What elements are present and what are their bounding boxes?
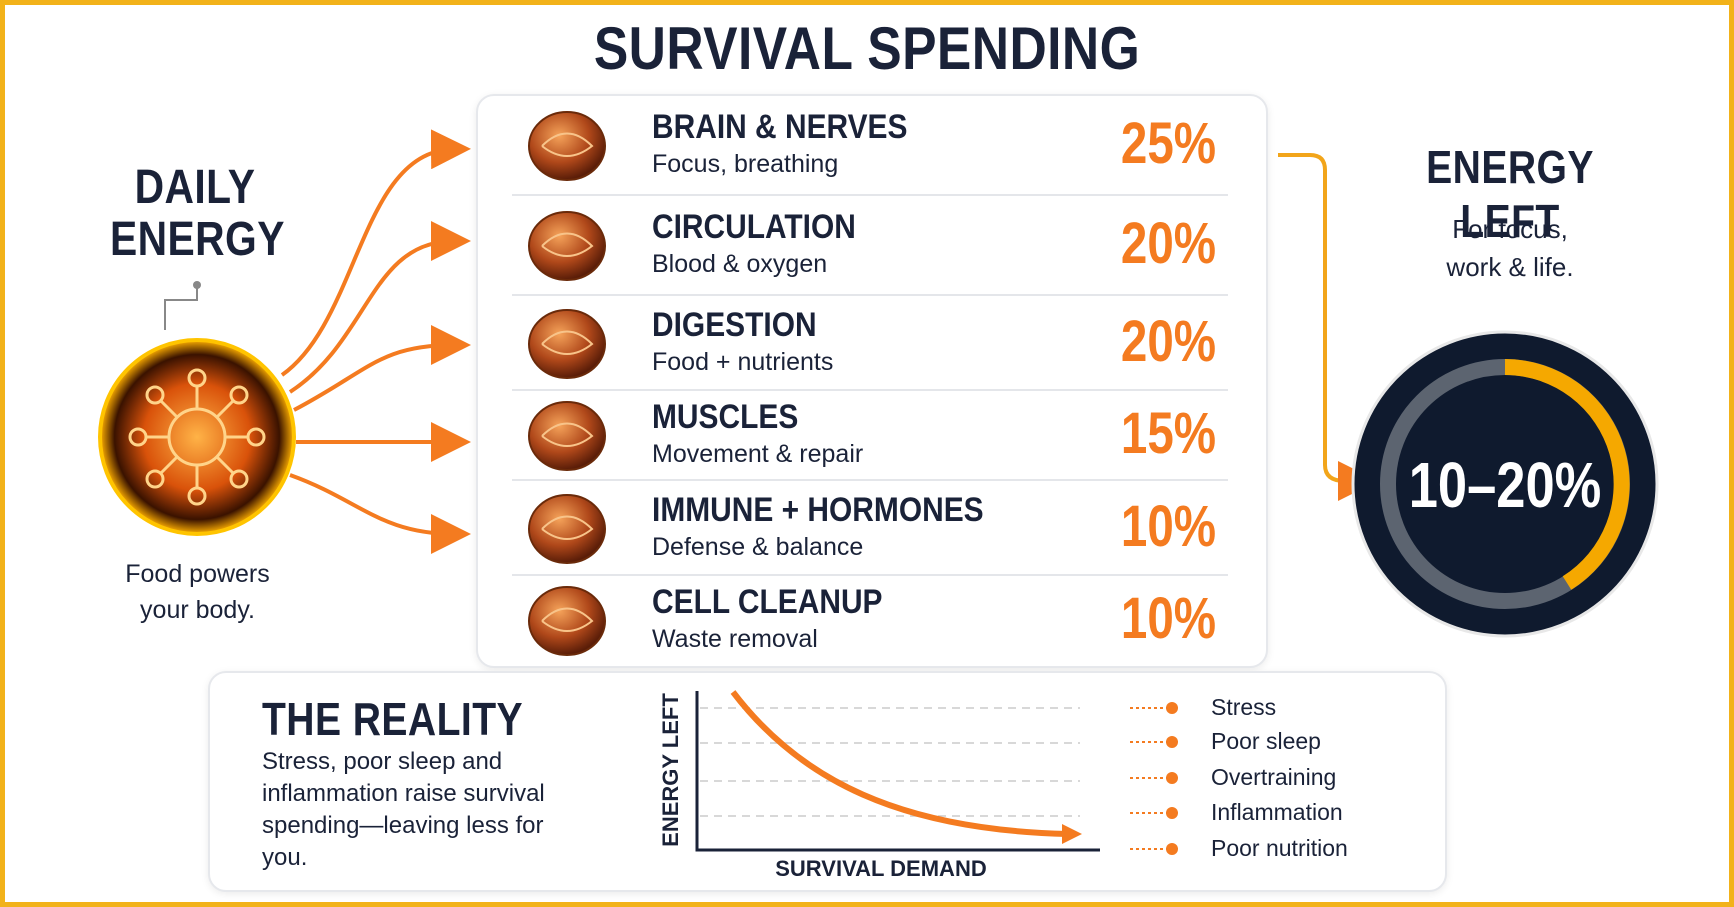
item-icon xyxy=(528,493,606,564)
item-share: 25% xyxy=(1120,111,1216,176)
item-row: IMMUNE + HORMONES Defense & balance 10% xyxy=(512,481,1228,576)
item-share: 15% xyxy=(1120,401,1216,466)
factor-label: Inflammation xyxy=(1211,799,1343,825)
item-row: MUSCLES Movement & repair 15% xyxy=(512,391,1228,481)
reality-text: Stress, poor sleep and inflammation rais… xyxy=(262,748,545,871)
item-name: MUSCLES xyxy=(652,398,799,436)
output-caption: For focus, work & life. xyxy=(1446,214,1574,282)
chart-x-label: SURVIVAL DEMAND xyxy=(775,856,986,881)
item-icon xyxy=(528,308,606,379)
factor-label: Poor nutrition xyxy=(1211,835,1348,861)
item-name: CIRCULATION xyxy=(652,208,856,246)
item-name: IMMUNE + HORMONES xyxy=(652,490,984,529)
item-name: CELL CLEANUP xyxy=(652,583,883,621)
page-title: SURVIVAL SPENDING xyxy=(593,15,1141,82)
item-description: Blood & oxygen xyxy=(652,250,828,278)
item-name: BRAIN & NERVES xyxy=(652,108,908,146)
item-row: DIGESTION Food + nutrients 20% xyxy=(512,296,1228,391)
output-value: 10–20% xyxy=(1408,449,1602,521)
reality-title: THE REALITY xyxy=(262,693,524,745)
item-icon xyxy=(528,586,606,656)
factor-label: Overtraining xyxy=(1211,764,1337,790)
item-share: 20% xyxy=(1120,211,1216,276)
item-icon xyxy=(528,111,606,181)
item-description: Movement & repair xyxy=(652,440,864,468)
item-share: 10% xyxy=(1120,586,1216,651)
input-title: DAILY ENERGY xyxy=(110,161,285,266)
input-title-line: DAILY xyxy=(134,161,256,214)
item-name: DIGESTION xyxy=(652,305,817,344)
item-row: CELL CLEANUP Waste removal 10% xyxy=(512,576,1228,664)
factor-label: Poor sleep xyxy=(1211,728,1321,754)
item-row: CIRCULATION Blood & oxygen 20% xyxy=(512,196,1228,296)
item-description: Defense & balance xyxy=(652,532,864,561)
chart-y-label: ENERGY LEFT xyxy=(658,693,683,847)
input-caption: Food powers your body. xyxy=(125,560,270,624)
item-icon xyxy=(528,211,606,281)
output-title: ENERGY LEFT xyxy=(1426,141,1594,247)
item-description: Focus, breathing xyxy=(652,150,839,178)
item-description: Waste removal xyxy=(652,625,818,653)
factor-label: Stress xyxy=(1211,694,1277,720)
input-title-line: ENERGY xyxy=(110,213,285,266)
item-row: BRAIN & NERVES Focus, breathing 25% xyxy=(512,96,1228,196)
item-description: Food + nutrients xyxy=(652,347,834,376)
item-share: 20% xyxy=(1120,308,1216,374)
item-share: 10% xyxy=(1120,493,1216,559)
items-panel: BRAIN & NERVES Focus, breathing 25% CIRCULA… xyxy=(476,94,1268,668)
item-icon xyxy=(528,401,606,471)
